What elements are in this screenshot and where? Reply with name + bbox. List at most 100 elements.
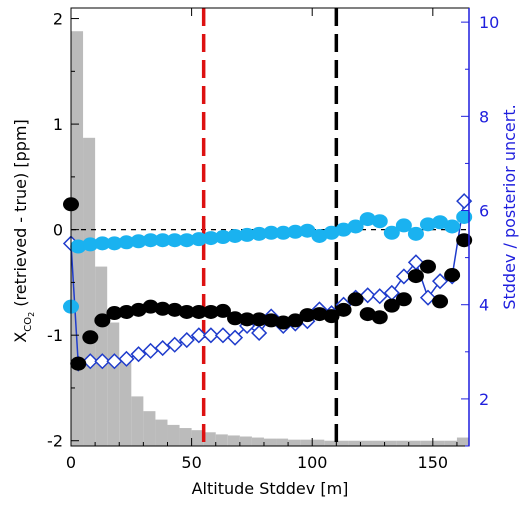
stddev-ratio-point [142,342,159,359]
stddev-ratio-point [419,289,437,306]
cyan-circle-series [63,209,473,314]
right-y-tick-label: 6 [479,202,489,221]
cyan-circle-point [444,219,461,234]
histogram-bar [324,440,337,446]
cyan-circle-point [178,233,195,248]
histogram-bar [372,440,385,446]
left-y-tick-label: -2 [47,432,63,451]
histogram-bar [312,439,325,446]
histogram-bar [107,322,120,446]
black-circle-point [287,313,304,328]
cyan-circle-point [190,232,207,247]
black-circle-point [275,315,292,330]
cyan-circle-point [142,233,159,248]
stddev-ratio-point [371,288,388,305]
right-y-tick-label: 8 [479,107,489,126]
right-y-tick-label: 2 [479,390,489,409]
histogram-bar [251,437,264,446]
cyan-circle-point [359,212,376,227]
stddev-ratio-point [431,273,449,290]
left-y-label-main: X [11,332,30,343]
black-circle-point [383,298,400,313]
cyan-circle-point [456,209,473,224]
cyan-circle-point [202,231,219,246]
histogram-bar [143,411,156,446]
x-tick-label: 50 [181,453,201,472]
right-y-axis-ticks: 2 4 6 8 10 [461,8,499,447]
black-circle-point [106,306,123,321]
cyan-circle-point [166,233,183,248]
cyan-circle-point [263,225,280,240]
histogram-bar [227,435,240,446]
cyan-circle-point [395,218,412,233]
histogram-bar [119,359,132,446]
right-y-axis-label: Stddev / posterior uncert. [500,104,519,309]
histogram-bar [191,430,204,446]
black-circle-point [178,304,195,319]
histogram-bar [179,428,192,446]
histogram-bars [71,31,469,447]
histogram-bar [155,419,168,446]
black-circle-point [407,269,424,284]
cyan-circle-point [106,236,123,251]
cyan-circle-point [154,233,171,248]
black-circle-point [311,307,328,322]
histogram-bar [420,440,433,446]
black-circle-series [63,197,473,371]
histogram-bar [131,396,144,446]
cyan-circle-point [383,225,400,240]
black-circle-point [299,308,316,323]
cyan-circle-point [432,215,449,230]
stddev-ratio-point [251,324,268,342]
left-y-label-rest: (retrieved - true) [ppm] [11,119,30,312]
left-y-axis-label: XCO2 (retrieved - true) [ppm] [11,119,36,342]
histogram-bar [215,434,228,446]
cyan-circle-point [130,234,147,249]
stddev-ratio-point [82,353,99,370]
x-axis-label: Altitude Stddev [m] [192,479,349,498]
histogram-bar [276,438,289,446]
stddev-ratio-point [359,287,376,304]
stddev-ratio-point [154,339,171,357]
cyan-circle-point [239,227,256,242]
histogram-bar [83,137,96,446]
black-circle-point [456,233,473,248]
stddev-ratio-point [130,346,147,363]
black-circle-point [395,292,412,307]
black-circle-point [118,304,135,319]
black-circle-point [190,304,207,319]
histogram-bar [263,438,277,446]
stddev-ratio-series [62,193,473,372]
cyan-circle-point [311,228,328,243]
black-circle-point [251,312,268,327]
cyan-circle-point [214,230,231,245]
histogram-bar [239,436,252,446]
histogram-bar [71,31,84,447]
histogram-bar [408,440,421,446]
histogram-bar [336,440,349,446]
left-y-label-sub: CO [23,317,34,332]
black-circle-point [94,313,111,328]
cyan-circle-point [251,226,268,241]
cyan-circle-point [82,237,99,252]
x-tick-label: 100 [297,453,328,472]
x-axis-ticks: 0 50 100 150 [66,8,458,472]
black-circle-point [444,268,461,283]
x-tick-label: 150 [418,453,449,472]
stddev-ratio-point [226,329,244,346]
black-circle-point [82,330,99,345]
histogram-bar [203,432,216,446]
left-y-axis-ticks: -2 -1 0 1 2 [47,10,79,451]
black-circle-point [202,304,219,319]
black-circle-point [371,310,388,325]
histogram-bar [167,424,180,446]
black-circle-point [130,302,147,317]
black-circle-point [70,356,87,371]
cyan-circle-point [287,224,304,239]
stddev-ratio-point [190,327,207,344]
left-y-tick-label: 2 [53,10,63,29]
black-circle-point [263,313,280,328]
cyan-circle-point [275,225,292,240]
cyan-circle-point [94,236,111,251]
